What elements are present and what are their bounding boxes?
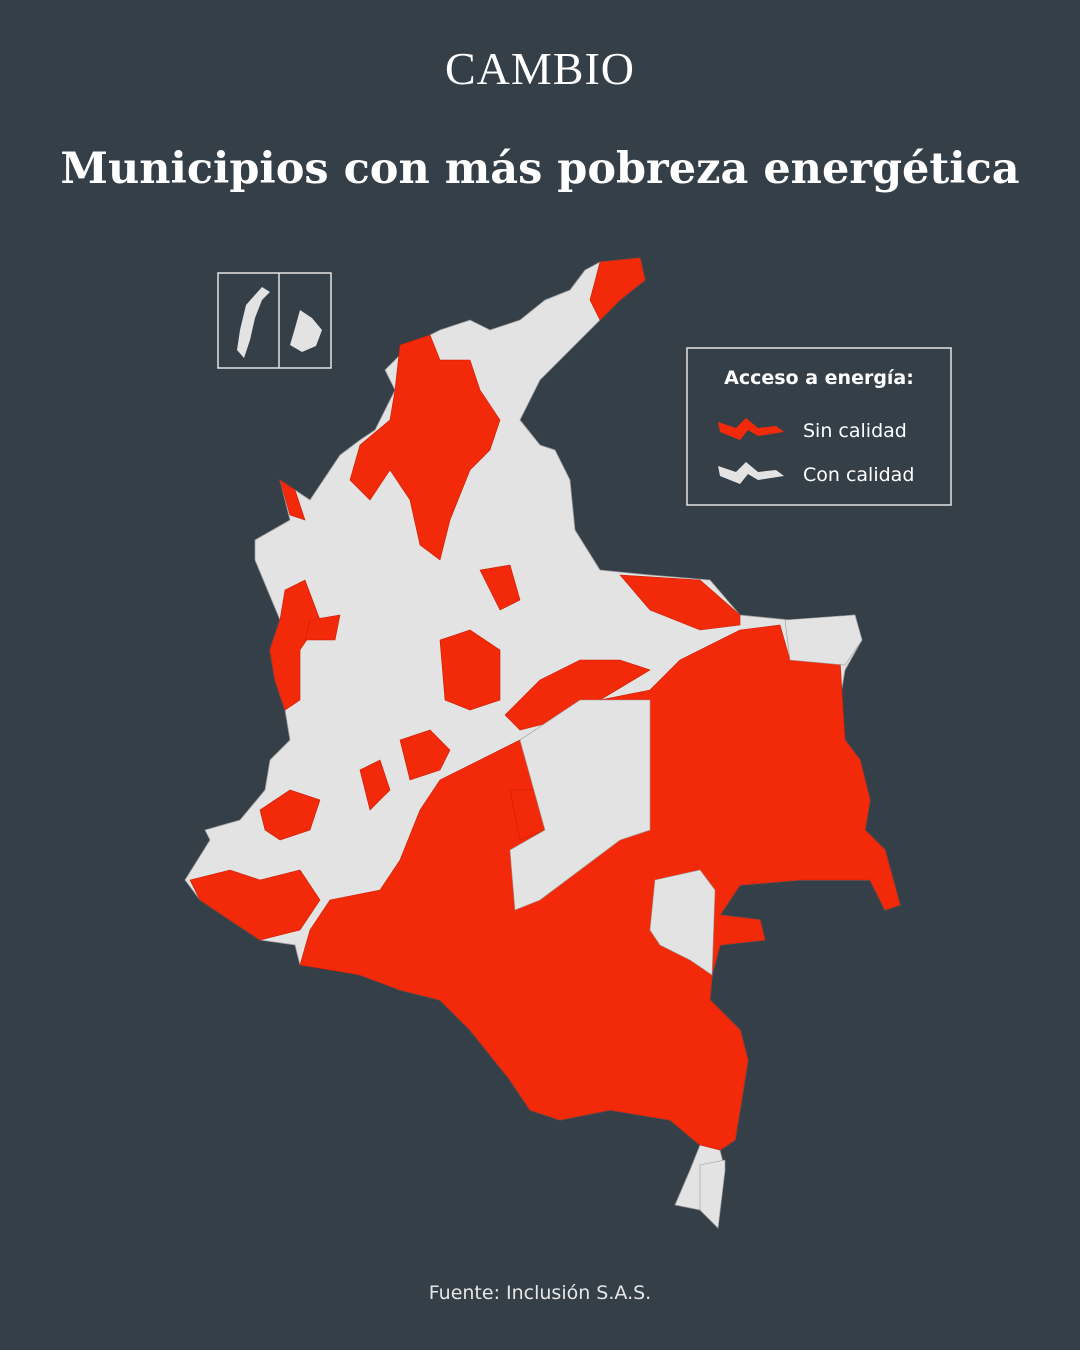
- island: [237, 287, 270, 358]
- legend-box: [686, 347, 952, 506]
- legend-swatch: [718, 418, 784, 440]
- legend-label: Sin calidad: [803, 420, 907, 442]
- con-calidad-regions: [509, 614, 863, 1229]
- island: [290, 310, 322, 352]
- legend-label: Con calidad: [803, 464, 914, 486]
- source: Fuente: Inclusión S.A.S.: [428, 1282, 652, 1304]
- sin-calidad-regions: [189, 257, 901, 1151]
- legend-title: Acceso a energía:: [724, 367, 914, 389]
- inset-box: [217, 272, 332, 369]
- legend-swatch: [718, 462, 784, 484]
- title: Municipios con más pobreza energética: [60, 144, 1020, 194]
- brand: CAMBIO: [444, 43, 636, 94]
